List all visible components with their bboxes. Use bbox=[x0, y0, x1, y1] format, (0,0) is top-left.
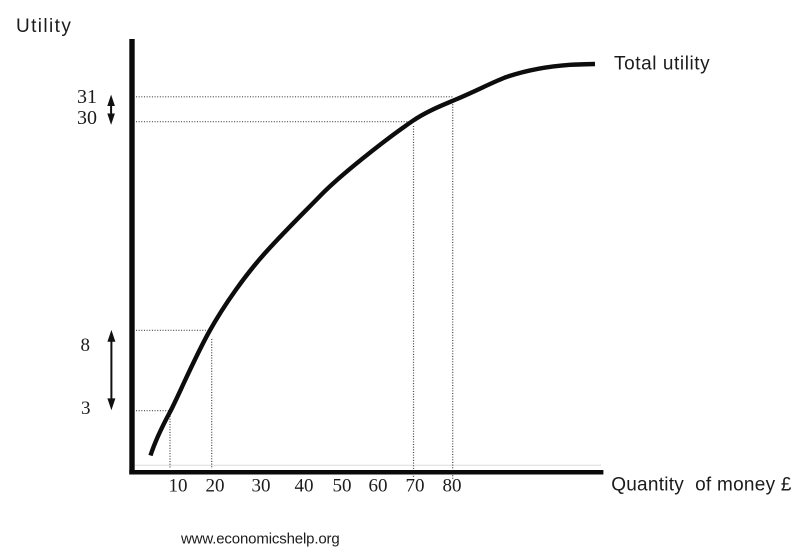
svg-text:70: 70 bbox=[406, 476, 425, 497]
svg-text:30: 30 bbox=[252, 476, 271, 497]
svg-text:50: 50 bbox=[333, 476, 352, 497]
svg-text:80: 80 bbox=[443, 476, 462, 497]
svg-text:40: 40 bbox=[295, 476, 314, 497]
svg-text:31: 31 bbox=[77, 86, 97, 108]
svg-text:3: 3 bbox=[81, 398, 91, 419]
svg-text:30: 30 bbox=[77, 107, 97, 129]
svg-text:60: 60 bbox=[369, 476, 388, 497]
svg-text:Total utility: Total utility bbox=[614, 53, 710, 74]
svg-text:Quantity of money £: Quantity of money £ bbox=[611, 474, 792, 495]
svg-text:Utility: Utility bbox=[16, 16, 72, 37]
svg-text:www.economicshelp.org: www.economicshelp.org bbox=[180, 531, 340, 548]
svg-text:8: 8 bbox=[81, 335, 91, 356]
svg-text:10: 10 bbox=[169, 476, 188, 497]
svg-text:20: 20 bbox=[206, 476, 225, 497]
